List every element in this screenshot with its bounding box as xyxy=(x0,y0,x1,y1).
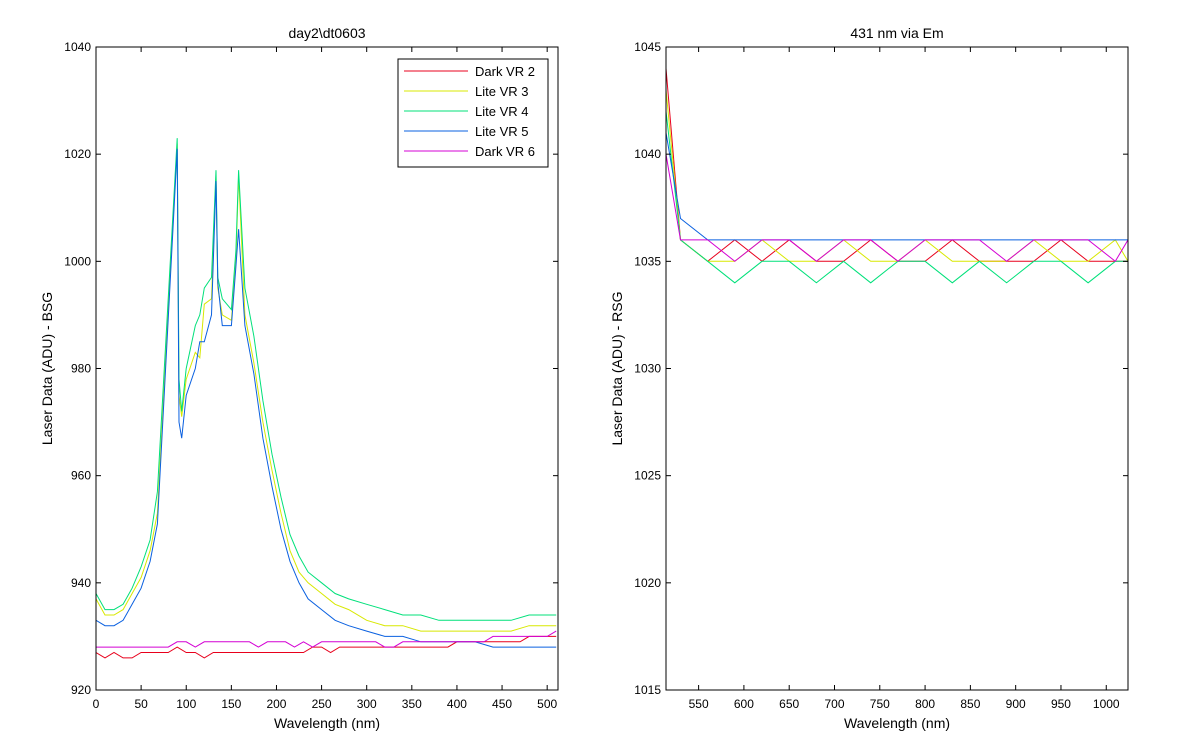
y-tick-label: 940 xyxy=(71,576,91,590)
x-tick-label: 950 xyxy=(1051,697,1071,711)
y-tick-label: 960 xyxy=(71,469,91,483)
x-tick-label: 450 xyxy=(492,697,512,711)
legend-label: Dark VR 6 xyxy=(475,144,535,159)
x-axis-label: Wavelength (nm) xyxy=(844,715,950,731)
x-tick-label: 750 xyxy=(870,697,890,711)
y-axis-label: Laser Data (ADU) - RSG xyxy=(609,291,625,445)
legend-box xyxy=(397,58,549,168)
y-tick-label: 980 xyxy=(71,362,91,376)
y-tick-label: 1040 xyxy=(634,147,661,161)
x-tick-label: 150 xyxy=(221,697,241,711)
y-tick-label: 1045 xyxy=(634,40,661,54)
y-tick-label: 1000 xyxy=(64,254,91,268)
y-tick-label: 1015 xyxy=(634,683,661,697)
y-tick-label: 1035 xyxy=(634,254,661,268)
y-tick-label: 1025 xyxy=(634,469,661,483)
y-tick-label: 1020 xyxy=(634,576,661,590)
x-tick-label: 650 xyxy=(779,697,799,711)
y-tick-label: 1040 xyxy=(64,40,91,54)
chart-title: day2\dt0603 xyxy=(288,25,365,41)
x-tick-label: 700 xyxy=(824,697,844,711)
legend-label: Dark VR 2 xyxy=(475,64,535,79)
series-line-5 xyxy=(666,154,1128,263)
x-tick-label: 800 xyxy=(915,697,935,711)
y-axis-label: Laser Data (ADU) - BSG xyxy=(39,292,55,445)
x-tick-label: 1000 xyxy=(1093,697,1120,711)
legend-label: Lite VR 5 xyxy=(475,124,528,139)
series-line-3 xyxy=(96,138,557,621)
x-tick-label: 0 xyxy=(93,697,100,711)
x-tick-label: 50 xyxy=(134,697,148,711)
x-tick-label: 100 xyxy=(176,697,196,711)
x-tick-label: 900 xyxy=(1006,697,1026,711)
chart-title: 431 nm via Em xyxy=(850,25,943,41)
x-tick-label: 250 xyxy=(312,697,332,711)
y-tick-label: 920 xyxy=(71,683,91,697)
series-group xyxy=(96,138,557,659)
legend: Dark VR 2 Lite VR 3 Lite VR 4 Lite VR 5 Dark… xyxy=(397,58,549,168)
x-tick-label: 400 xyxy=(447,697,467,711)
series-line-5 xyxy=(96,630,557,648)
legend-label: Lite VR 4 xyxy=(475,104,528,119)
series-group xyxy=(666,68,1128,284)
right-chart: 431 nm via Em Wavelength (nm) Laser Data… xyxy=(609,25,1129,731)
x-tick-label: 300 xyxy=(357,697,377,711)
left-chart: day2\dt0603 Wavelength (nm) Laser Data (… xyxy=(39,25,559,731)
x-tick-label: 200 xyxy=(266,697,286,711)
x-tick-label: 850 xyxy=(960,697,980,711)
x-tick-label: 600 xyxy=(734,697,754,711)
y-tick-label: 1020 xyxy=(64,147,91,161)
y-tick-label: 1030 xyxy=(634,362,661,376)
x-tick-label: 550 xyxy=(689,697,709,711)
x-tick-label: 500 xyxy=(537,697,557,711)
x-axis-label: Wavelength (nm) xyxy=(274,715,380,731)
legend-label: Lite VR 3 xyxy=(475,84,528,99)
x-tick-label: 350 xyxy=(402,697,422,711)
